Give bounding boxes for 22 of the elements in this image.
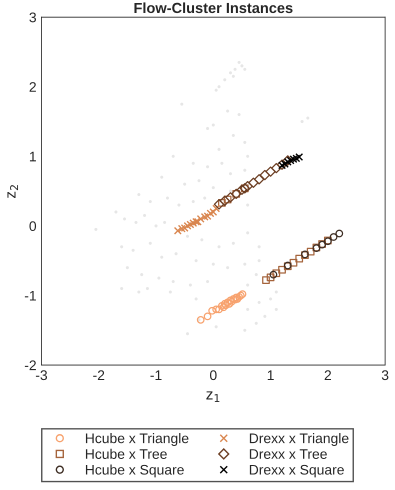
y-tick-label: 0 xyxy=(29,221,36,232)
x-tick-label: 0 xyxy=(210,370,217,380)
y-tick-label: -2 xyxy=(24,360,36,370)
x-tick-label: -2 xyxy=(93,370,104,380)
legend-label: Drexx x Triangle xyxy=(250,433,348,446)
y-axis-title: z$_{2}$ xyxy=(7,185,18,198)
legend-label: Hcube x Tree xyxy=(86,448,167,459)
y-tick-label: -1 xyxy=(24,290,36,301)
chart-title: Flow-Cluster Instances xyxy=(134,2,293,14)
x-tick-label: 1 xyxy=(268,370,274,380)
legend-label: Hcube x Triangle xyxy=(86,433,188,446)
y-tick-label: 1 xyxy=(30,152,36,162)
y-tick-label: 3 xyxy=(29,12,36,22)
x-tick-label: 2 xyxy=(324,370,332,380)
y-tick-label: 2 xyxy=(30,82,36,92)
x-tick-label: -1 xyxy=(150,370,162,380)
legend-label: Hcube x Square xyxy=(86,464,184,478)
x-tick-label: 3 xyxy=(382,370,388,380)
x-tick-label: -3 xyxy=(36,370,48,380)
legend-label: Drexx x Square xyxy=(250,464,344,478)
legend-label: Drexx x Tree xyxy=(250,449,327,459)
x-axis-title: z$_{1}$ xyxy=(206,391,220,402)
